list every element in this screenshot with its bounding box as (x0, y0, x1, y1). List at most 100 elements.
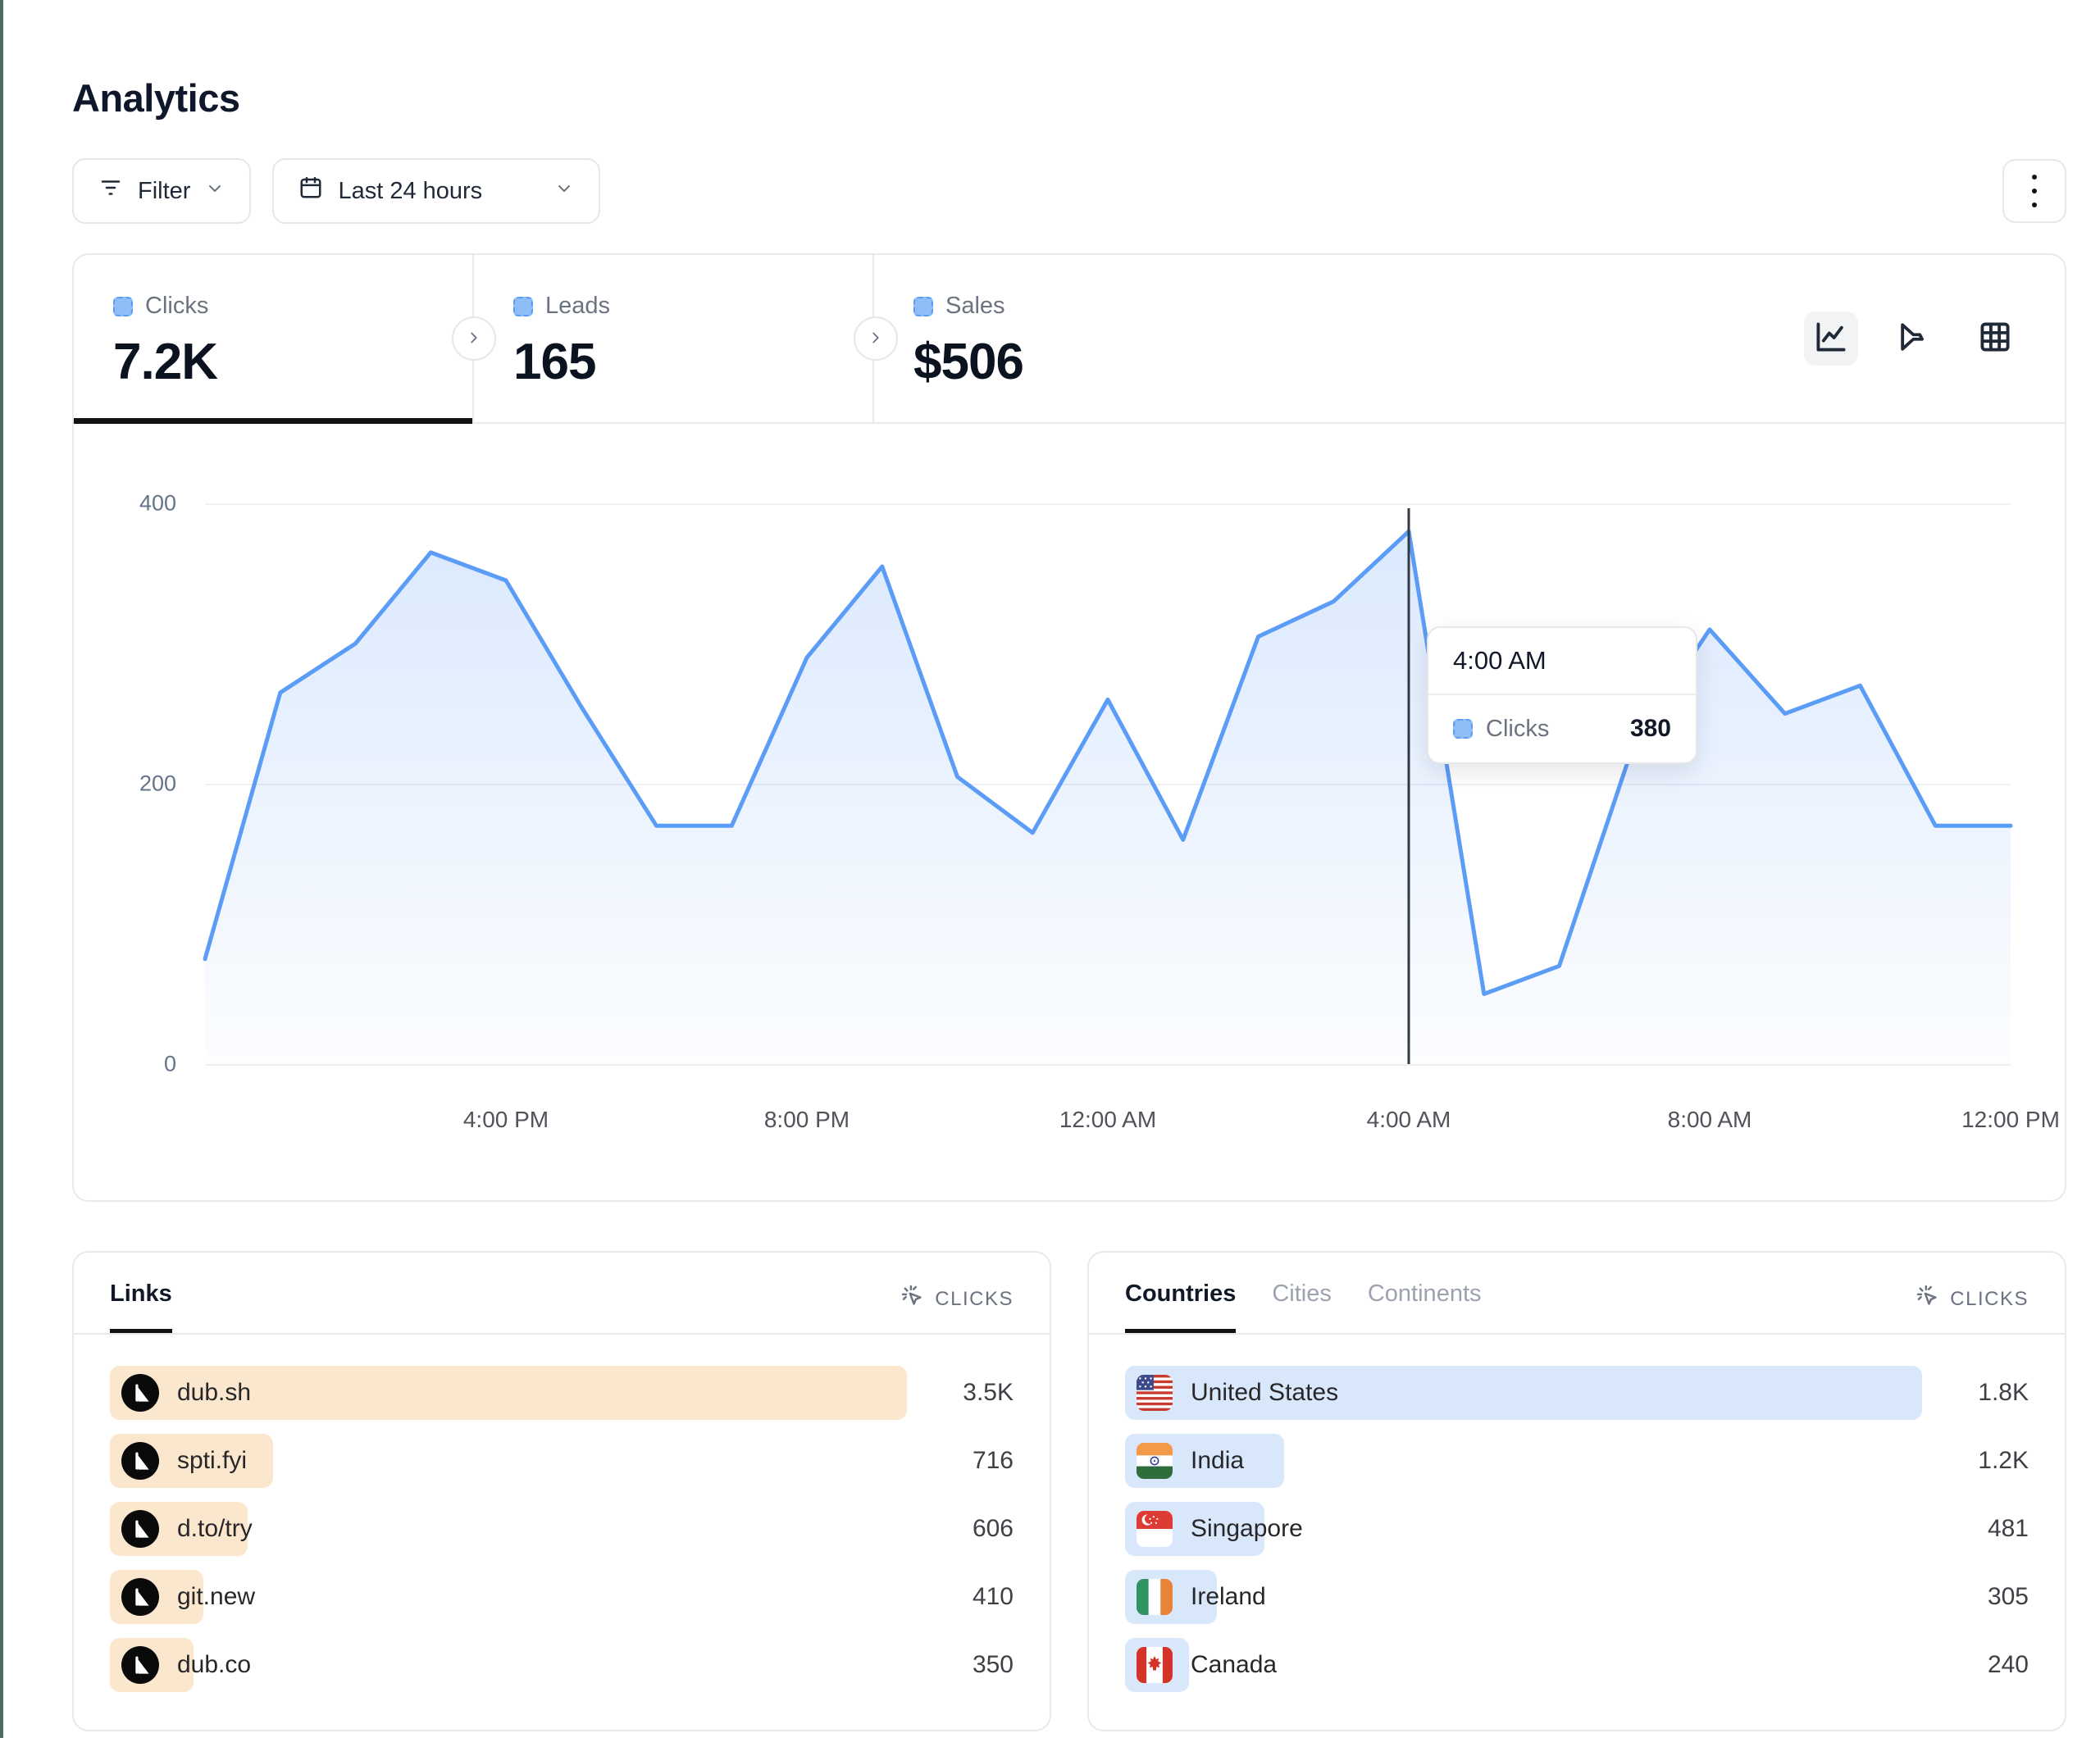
row-label: d.to/try (177, 1515, 253, 1542)
country-row[interactable]: Canada 240 (1125, 1638, 2029, 1692)
row-label: spti.fyi (177, 1447, 248, 1474)
row-value: 716 (972, 1447, 1014, 1474)
chart-plot-area[interactable]: 4:00 AM Clicks 380 (203, 503, 2013, 1064)
link-row[interactable]: dub.sh 3.5K (110, 1366, 1014, 1420)
dub-logo-icon (121, 1510, 159, 1548)
toolbar: Filter Last 24 hours (72, 158, 2066, 224)
filter-icon (98, 175, 123, 207)
bar-track: d.to/try (110, 1502, 907, 1556)
countries-panel-header: Countries Cities Continents CLICKS (1089, 1253, 2065, 1335)
bar-track: dub.sh (110, 1366, 907, 1420)
time-series-chart[interactable]: 400 200 0 4:00 AM (74, 424, 2065, 1200)
country-row[interactable]: United States 1.8K (1125, 1366, 2029, 1420)
hover-crosshair (1407, 508, 1410, 1064)
leads-value: 165 (513, 334, 596, 390)
in-flag-icon (1137, 1443, 1173, 1479)
bar-fill (1125, 1366, 1922, 1420)
chevron-down-icon (205, 178, 225, 205)
ie-flag-icon (1137, 1579, 1173, 1615)
analytics-page: Analytics Filter Last 24 hours (72, 0, 2066, 1756)
bar-track: Singapore (1125, 1502, 1922, 1556)
link-row[interactable]: dub.co 350 (110, 1638, 1014, 1692)
bar-track: spti.fyi (110, 1434, 907, 1488)
clicks-legend-square (113, 296, 133, 316)
bar-track: India (1125, 1434, 1922, 1488)
tab-continents[interactable]: Continents (1367, 1281, 1482, 1307)
page-title: Analytics (72, 76, 240, 120)
dub-logo-icon (121, 1374, 159, 1412)
line-chart-mode-button[interactable] (1804, 312, 1858, 366)
row-value: 1.2K (1978, 1447, 2029, 1474)
leads-tab-label: Leads (545, 293, 611, 319)
bar-track: dub.co (110, 1638, 907, 1692)
funnel-mode-button[interactable] (1886, 312, 1940, 366)
countries-metric-toggle[interactable]: CLICKS (1916, 1281, 2029, 1314)
dub-logo-icon (121, 1578, 159, 1616)
tab-links[interactable]: Links (110, 1281, 172, 1333)
tab-sales[interactable]: Sales $506 (874, 255, 2065, 422)
tooltip-series-label: Clicks (1486, 715, 1550, 742)
country-row[interactable]: Ireland 305 (1125, 1570, 2029, 1624)
window-edge-strip (0, 0, 3, 1738)
x-axis-label: 8:00 AM (1667, 1107, 1752, 1132)
x-axis-label: 12:00 PM (1961, 1107, 2060, 1132)
expand-leads-sales-button[interactable] (854, 316, 898, 361)
tab-cities[interactable]: Cities (1272, 1281, 1332, 1307)
sg-flag-icon (1137, 1511, 1173, 1547)
countries-panel: Countries Cities Continents CLICKS (1087, 1251, 2066, 1731)
expand-clicks-leads-button[interactable] (452, 316, 496, 361)
leads-legend-square (513, 296, 533, 316)
chevron-right-icon (465, 329, 483, 349)
tooltip-legend-square (1453, 719, 1473, 739)
clicks-value: 7.2K (113, 334, 218, 390)
stats-tabs-row: Clicks 7.2K Leads 165 Sales $506 (74, 255, 2065, 424)
kebab-icon (2032, 175, 2037, 207)
tab-clicks[interactable]: Clicks 7.2K (74, 255, 474, 424)
links-metric-toggle[interactable]: CLICKS (900, 1281, 1014, 1314)
row-value: 350 (972, 1651, 1014, 1678)
row-label: dub.co (177, 1651, 252, 1678)
gridline (205, 1064, 2011, 1066)
more-options-button[interactable] (2002, 159, 2066, 223)
clicks-tab-label: Clicks (145, 293, 209, 319)
table-mode-button[interactable] (1968, 312, 2022, 366)
dub-logo-icon (121, 1442, 159, 1480)
row-label: India (1191, 1447, 1245, 1474)
calendar-icon (298, 175, 323, 207)
bar-fill (110, 1366, 907, 1420)
country-row[interactable]: India 1.2K (1125, 1434, 2029, 1488)
tab-leads[interactable]: Leads 165 (474, 255, 874, 422)
tab-countries[interactable]: Countries (1125, 1281, 1237, 1333)
bar-track: Ireland (1125, 1570, 1922, 1624)
row-value: 606 (972, 1515, 1014, 1542)
date-range-label: Last 24 hours (338, 177, 483, 204)
country-row[interactable]: Singapore 481 (1125, 1502, 2029, 1556)
links-metric-label: CLICKS (935, 1287, 1014, 1310)
row-label: United States (1191, 1379, 1339, 1406)
chart-mode-toggle (1804, 312, 2022, 366)
link-row[interactable]: d.to/try 606 (110, 1502, 1014, 1556)
x-axis-label: 4:00 AM (1366, 1107, 1451, 1132)
sales-tab-label: Sales (945, 293, 1005, 319)
y-axis-label: 400 (139, 490, 176, 516)
filter-button-label: Filter (138, 177, 191, 204)
cursor-click-icon (900, 1284, 925, 1314)
bar-track: Canada (1125, 1638, 1922, 1692)
filter-button[interactable]: Filter (72, 158, 252, 224)
link-row[interactable]: git.new 410 (110, 1570, 1014, 1624)
chevron-down-icon (554, 178, 574, 205)
us-flag-icon (1137, 1375, 1173, 1411)
bar-track: git.new (110, 1570, 907, 1624)
sales-value: $506 (913, 334, 1024, 390)
x-axis-label: 12:00 AM (1059, 1107, 1157, 1132)
x-axis-label: 4:00 PM (462, 1107, 549, 1132)
row-value: 410 (972, 1583, 1014, 1610)
row-label: Ireland (1191, 1583, 1266, 1610)
link-row[interactable]: spti.fyi 716 (110, 1434, 1014, 1488)
chevron-right-icon (867, 329, 885, 349)
date-range-button[interactable]: Last 24 hours (272, 158, 601, 224)
row-value: 481 (1987, 1515, 2029, 1542)
sales-legend-square (913, 296, 933, 316)
line-chart-icon (1813, 319, 1849, 359)
row-value: 1.8K (1978, 1379, 2029, 1406)
